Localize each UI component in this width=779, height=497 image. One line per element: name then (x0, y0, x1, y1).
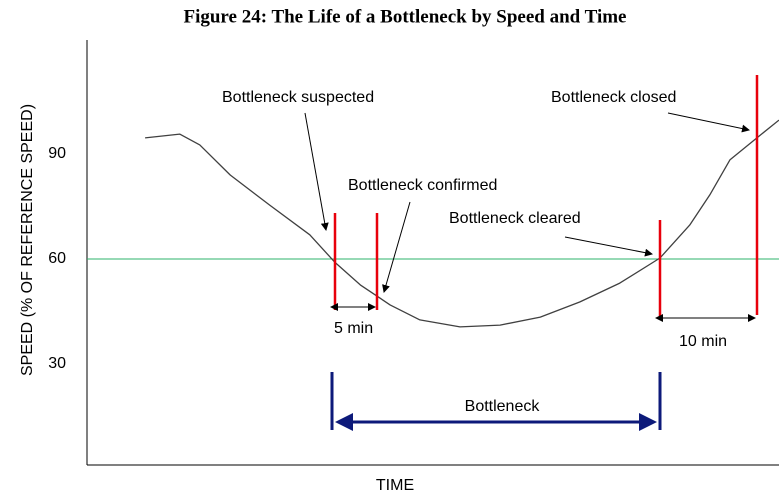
pointers (304, 112, 756, 322)
annotation: Bottleneck cleared (449, 210, 581, 227)
annotation: Bottleneck closed (551, 89, 676, 106)
bracket (330, 372, 662, 431)
pointer (304, 112, 329, 231)
markers (333, 75, 759, 318)
y-tick-label: 30 (48, 355, 66, 372)
y-tick-label: 60 (48, 250, 66, 267)
annotation: Bottleneck confirmed (348, 177, 497, 194)
annotation: 5 min (334, 320, 373, 337)
axes (86, 40, 779, 466)
annotation: Bottleneck suspected (222, 89, 374, 106)
line (145, 119, 779, 328)
chart-title: Figure 24: The Life of a Bottleneck by S… (183, 6, 626, 27)
pointer (382, 201, 411, 293)
pointer (667, 112, 750, 133)
annotation: Bottleneck (465, 398, 541, 415)
plot: 30 60 90 (48, 119, 779, 372)
y-axis-label: SPEED (% OF REFERENCE SPEED) (19, 104, 36, 376)
annotation: 10 min (679, 333, 727, 350)
pointer (564, 236, 653, 257)
y-tick-label: 90 (48, 145, 66, 162)
x-axis-label: TIME (376, 477, 414, 494)
